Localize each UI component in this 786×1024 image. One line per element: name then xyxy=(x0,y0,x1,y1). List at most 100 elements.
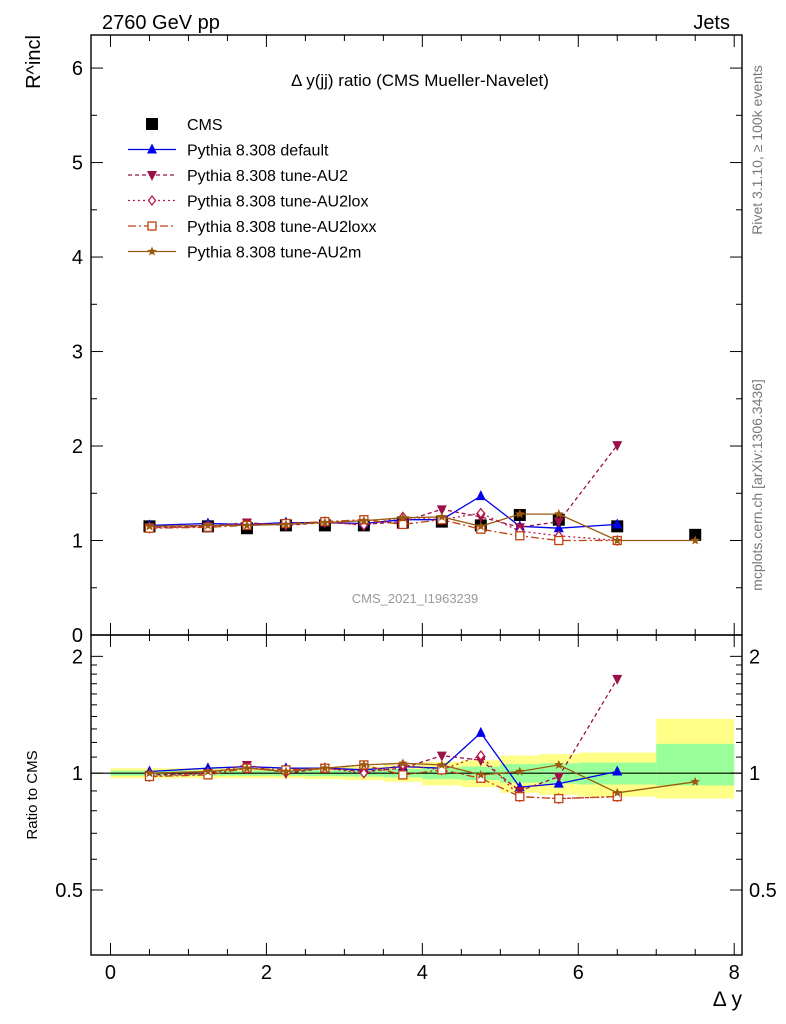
legend-marker xyxy=(147,143,157,154)
y-tick-label: 0.5 xyxy=(55,880,83,902)
legend-entry-cms: CMS xyxy=(146,117,223,134)
x-tick-label: 4 xyxy=(417,962,428,984)
ratio-plot-area xyxy=(91,674,742,805)
data-point xyxy=(398,512,408,522)
data-point xyxy=(437,759,447,769)
data-point xyxy=(553,777,564,788)
y-tick-label-right: 1 xyxy=(749,763,760,785)
data-point xyxy=(475,490,486,501)
data-point xyxy=(515,509,525,519)
legend-label: Pythia 8.308 tune-AU2 xyxy=(187,168,348,185)
ratio-panel: 0.5 0.5 1 1 2 2 0 2 4 6 8 xyxy=(55,634,777,984)
series-line xyxy=(149,444,618,528)
data-point xyxy=(554,535,564,546)
data-point xyxy=(398,758,408,768)
data-point xyxy=(281,519,291,529)
legend-entry-pythia-8-308-tune-au2lox: Pythia 8.308 tune-AU2lox xyxy=(128,194,368,211)
y-tick-label: 2 xyxy=(72,646,83,668)
data-point xyxy=(359,759,369,769)
data-point xyxy=(612,535,623,545)
data-point xyxy=(690,776,700,786)
data-point xyxy=(475,756,486,767)
series-line xyxy=(149,512,618,542)
legend-entry-pythia-8-308-tune-au2: Pythia 8.308 tune-AU2 xyxy=(128,168,348,185)
data-point xyxy=(203,520,213,530)
data-point xyxy=(475,726,486,737)
plot-frame xyxy=(90,634,743,956)
data-point xyxy=(554,759,564,769)
legend-label: Pythia 8.308 default xyxy=(187,143,329,160)
data-point xyxy=(359,767,369,779)
y-tick-label: 1 xyxy=(72,531,83,553)
main-y-axis-label: R^incl xyxy=(23,35,45,89)
data-point xyxy=(203,766,213,776)
y-tick-label-right: 0.5 xyxy=(749,880,777,902)
data-point xyxy=(436,751,447,762)
data-point xyxy=(612,787,623,797)
main-title: Δ y(jj) ratio (CMS Mueller-Navelet) xyxy=(291,71,549,90)
data-point xyxy=(690,535,700,545)
data-point xyxy=(476,521,486,531)
header-left-label: 2760 GeV pp xyxy=(102,12,220,34)
data-point xyxy=(515,531,525,541)
data-point xyxy=(359,515,369,525)
data-point xyxy=(242,520,252,530)
data-point xyxy=(144,521,155,531)
data-point xyxy=(612,674,623,685)
data-point xyxy=(437,511,447,521)
series-line xyxy=(149,519,618,542)
series-pythia-8-308-tune-au2loxx xyxy=(144,515,622,546)
legend-label: Pythia 8.308 tune-AU2loxx xyxy=(187,219,376,236)
series-pythia-8-308-tune-au2m xyxy=(144,509,700,545)
y-tick-label: 4 xyxy=(72,247,83,269)
x-tick-label: 0 xyxy=(105,962,116,984)
main-plot-area xyxy=(143,441,702,547)
data-point xyxy=(515,791,525,802)
data-point xyxy=(398,519,408,530)
legend-marker xyxy=(146,118,158,130)
y-tick-label: 3 xyxy=(72,342,83,364)
series-pythia-8-308-tune-au2m xyxy=(144,758,700,797)
data-point xyxy=(320,763,330,773)
legend-entry-pythia-8-308-tune-au2loxx: Pythia 8.308 tune-AU2loxx xyxy=(128,219,376,236)
y-tick-label: 1 xyxy=(72,763,83,785)
data-point xyxy=(612,765,623,776)
data-point xyxy=(553,517,564,528)
x-tick-label: 2 xyxy=(261,962,272,984)
data-point xyxy=(242,763,252,773)
x-axis-label: Δ y xyxy=(713,988,743,1011)
data-point xyxy=(320,517,330,527)
ratio-y-axis-label: Ratio to CMS xyxy=(24,750,41,839)
legend-entry-pythia-8-308-default: Pythia 8.308 default xyxy=(128,143,329,160)
data-point xyxy=(281,766,291,776)
y-tick-label: 6 xyxy=(72,58,83,80)
y-tick-label: 0 xyxy=(72,625,83,647)
x-tick-label: 8 xyxy=(729,962,740,984)
data-point xyxy=(554,509,564,519)
rivet-side-label: Rivet 3.1.10, ≥ 100k events xyxy=(749,65,765,235)
data-point xyxy=(476,507,486,519)
legend-label: Pythia 8.308 tune-AU2m xyxy=(187,245,361,262)
data-point xyxy=(436,505,447,516)
data-point xyxy=(476,750,486,762)
watermark-label: CMS_2021_I1963239 xyxy=(352,591,479,606)
y-tick-label: 5 xyxy=(72,153,83,175)
data-point xyxy=(554,793,564,804)
data-point xyxy=(612,441,623,452)
legend-marker xyxy=(147,194,157,207)
data-point xyxy=(553,772,564,783)
legend-entry-pythia-8-308-tune-au2m: Pythia 8.308 tune-AU2m xyxy=(128,245,361,262)
main-panel: 0 1 2 3 4 5 6 xyxy=(72,34,743,647)
data-point xyxy=(612,518,623,529)
y-tick-label-right: 2 xyxy=(749,646,760,668)
x-tick-label: 6 xyxy=(573,962,584,984)
data-point xyxy=(144,768,155,778)
legend-label: CMS xyxy=(187,117,223,134)
header-right-label: Jets xyxy=(693,12,730,34)
data-point xyxy=(398,770,408,780)
data-point xyxy=(476,769,486,779)
y-tick-label: 2 xyxy=(72,436,83,458)
legend-marker xyxy=(147,171,157,181)
legend-marker xyxy=(147,221,157,231)
